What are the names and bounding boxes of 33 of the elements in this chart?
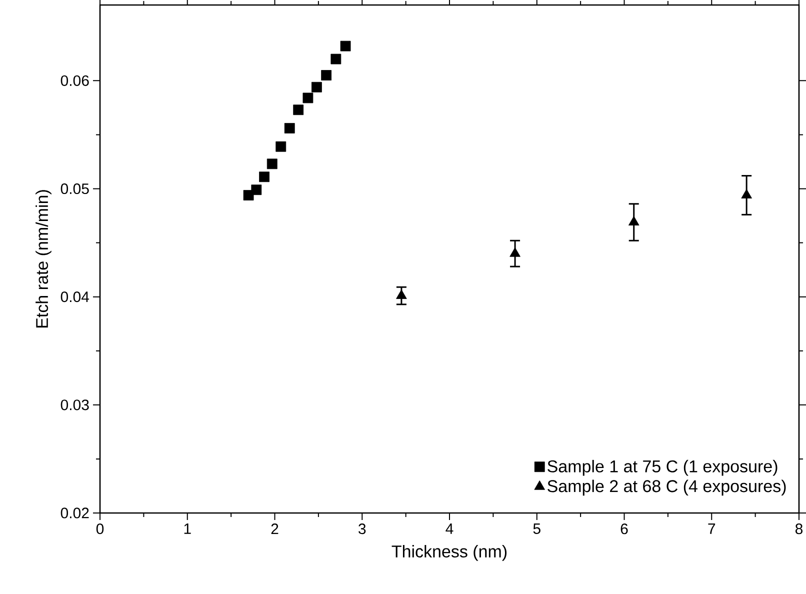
x-tick-label: 8	[795, 524, 803, 534]
x-tick-label: 6	[620, 524, 628, 534]
point	[628, 216, 640, 226]
point	[251, 184, 262, 196]
y-tick-label: 0.02	[60, 508, 89, 518]
y-tick-label: 0.04	[60, 292, 90, 302]
point	[302, 92, 314, 104]
x-tick-label: 2	[271, 524, 278, 534]
legend-label: Sample 2 at 68 C (4 exposures)	[548, 480, 786, 496]
point	[293, 104, 304, 116]
x-tick-label: 1	[184, 524, 191, 534]
y-tick-label: 0.05	[60, 183, 89, 194]
x-tick-label: 7	[708, 524, 716, 534]
y-tick-label: 0.03	[60, 400, 89, 410]
point	[510, 247, 520, 257]
legend-label: Sample 1 at 75 C (1 exposure)	[548, 460, 778, 476]
point	[321, 70, 332, 80]
x-tick-label: 0	[96, 524, 104, 534]
x-tick-label: 4	[446, 524, 454, 534]
point	[741, 189, 752, 198]
x-axis-title: Thickness (nm)	[392, 545, 507, 561]
point	[259, 172, 270, 182]
point	[266, 158, 278, 170]
point	[284, 123, 295, 134]
point	[396, 290, 407, 299]
y-axis-title: Etch rate (nm/min)	[36, 190, 52, 328]
point	[330, 54, 342, 64]
x-tick-label: 3	[358, 524, 366, 534]
x-tick-label: 5	[533, 524, 540, 534]
point	[311, 82, 322, 92]
point	[340, 40, 351, 52]
y-tick-label: 0.06	[60, 75, 89, 86]
point	[276, 141, 286, 152]
